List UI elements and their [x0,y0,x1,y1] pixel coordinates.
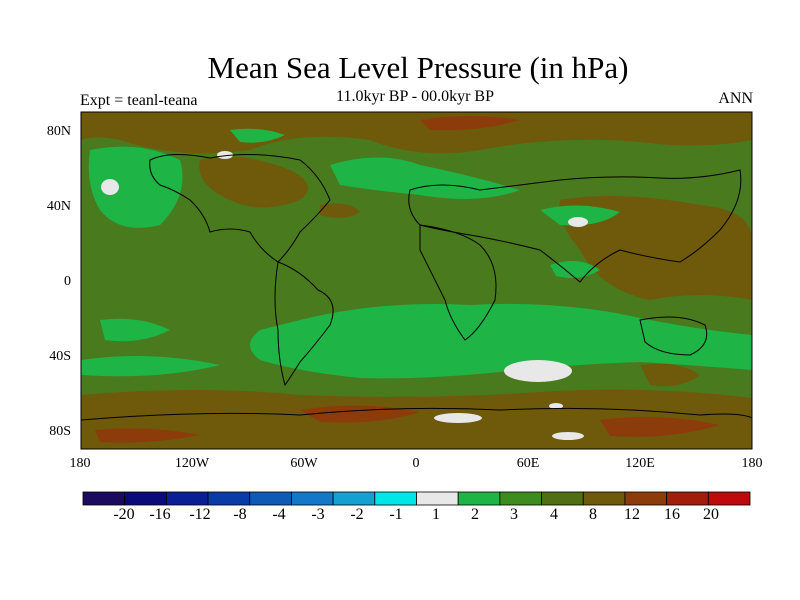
lon-label-180e: 180 [741,456,763,471]
colorbar-label: -12 [189,506,211,523]
colorbar-label: 16 [664,506,680,523]
pressure-region [199,156,308,208]
pressure-region [230,128,285,143]
lon-label-120e: 120E [625,456,655,471]
colorbar-swatch [457,491,501,506]
lat-label-80n: 80N [46,124,71,139]
pressure-region [81,112,752,154]
colorbar-label: 1 [432,506,440,523]
pressure-region [300,405,420,423]
colorbar-label: -4 [272,506,286,523]
coastlines [81,153,752,421]
colorbar-label: 8 [589,506,597,523]
pressure-region [559,196,752,300]
colorbar-swatch [499,491,542,506]
pressure-region [81,356,220,377]
colorbar-label: 20 [703,506,719,523]
chart-subtitle: 11.0kyr BP - 00.0kyr BP [336,88,494,105]
pressure-region [95,428,200,443]
pressure-region [640,363,700,387]
lon-label-60w: 60W [290,456,318,471]
pressure-region [320,203,360,218]
colorbar-swatch [332,491,376,506]
experiment-label: Expt = teanl-teana [80,92,198,109]
pressure-region [540,205,620,226]
colorbar-label: -3 [311,506,325,523]
colorbar-swatch [165,491,209,506]
pressure-region [88,146,183,228]
lat-label-40n: 40N [46,199,71,214]
lon-label-120w: 120W [174,456,210,471]
colorbar-label: -16 [149,506,171,523]
pressure-region [420,116,520,131]
colorbar-swatch [666,491,709,506]
season-label: ANN [718,90,753,107]
lon-label-0: 0 [412,456,420,471]
colorbar-swatch [124,491,167,506]
pressure-region [552,432,584,440]
colorbar-swatch [249,491,292,506]
colorbar-label: -1 [389,506,403,523]
colorbar-label: 12 [624,506,640,523]
colorbar-swatch [374,491,417,506]
map-frame [80,111,753,450]
colorbar-swatch [707,491,751,506]
lat-label-80s: 80S [49,424,71,439]
colorbar-label: 4 [550,506,558,523]
pressure-region [568,217,588,227]
lon-label-180w: 180 [69,456,91,471]
colorbar-label: -20 [113,506,135,523]
colorbar-swatch [207,491,251,506]
map-field [81,112,752,449]
pressure-region [250,303,752,379]
pressure-region [434,413,482,423]
pressure-region [100,318,170,342]
pressure-region [101,179,119,195]
chart-title: Mean Sea Level Pressure (in hPa) [207,50,629,85]
colorbar-label: 2 [471,506,479,523]
colorbar-swatch [541,491,584,506]
colorbar-swatch [582,491,626,506]
colorbar-label: 3 [510,506,518,523]
lat-label-40s: 40S [49,349,71,364]
pressure-region [81,389,752,449]
colorbar-swatch [291,491,334,506]
colorbar-label: -8 [233,506,247,523]
colorbar-swatch [82,491,126,506]
lon-label-60e: 60E [516,456,540,471]
pressure-region [504,360,572,382]
pressure-region [549,403,563,409]
pressure-region [217,151,233,159]
colorbar-label: -2 [350,506,364,523]
colorbar-swatch [624,491,668,506]
lat-label-0: 0 [64,274,71,289]
colorbar [82,491,751,506]
colorbar-swatch [416,491,459,506]
pressure-region [600,416,720,437]
